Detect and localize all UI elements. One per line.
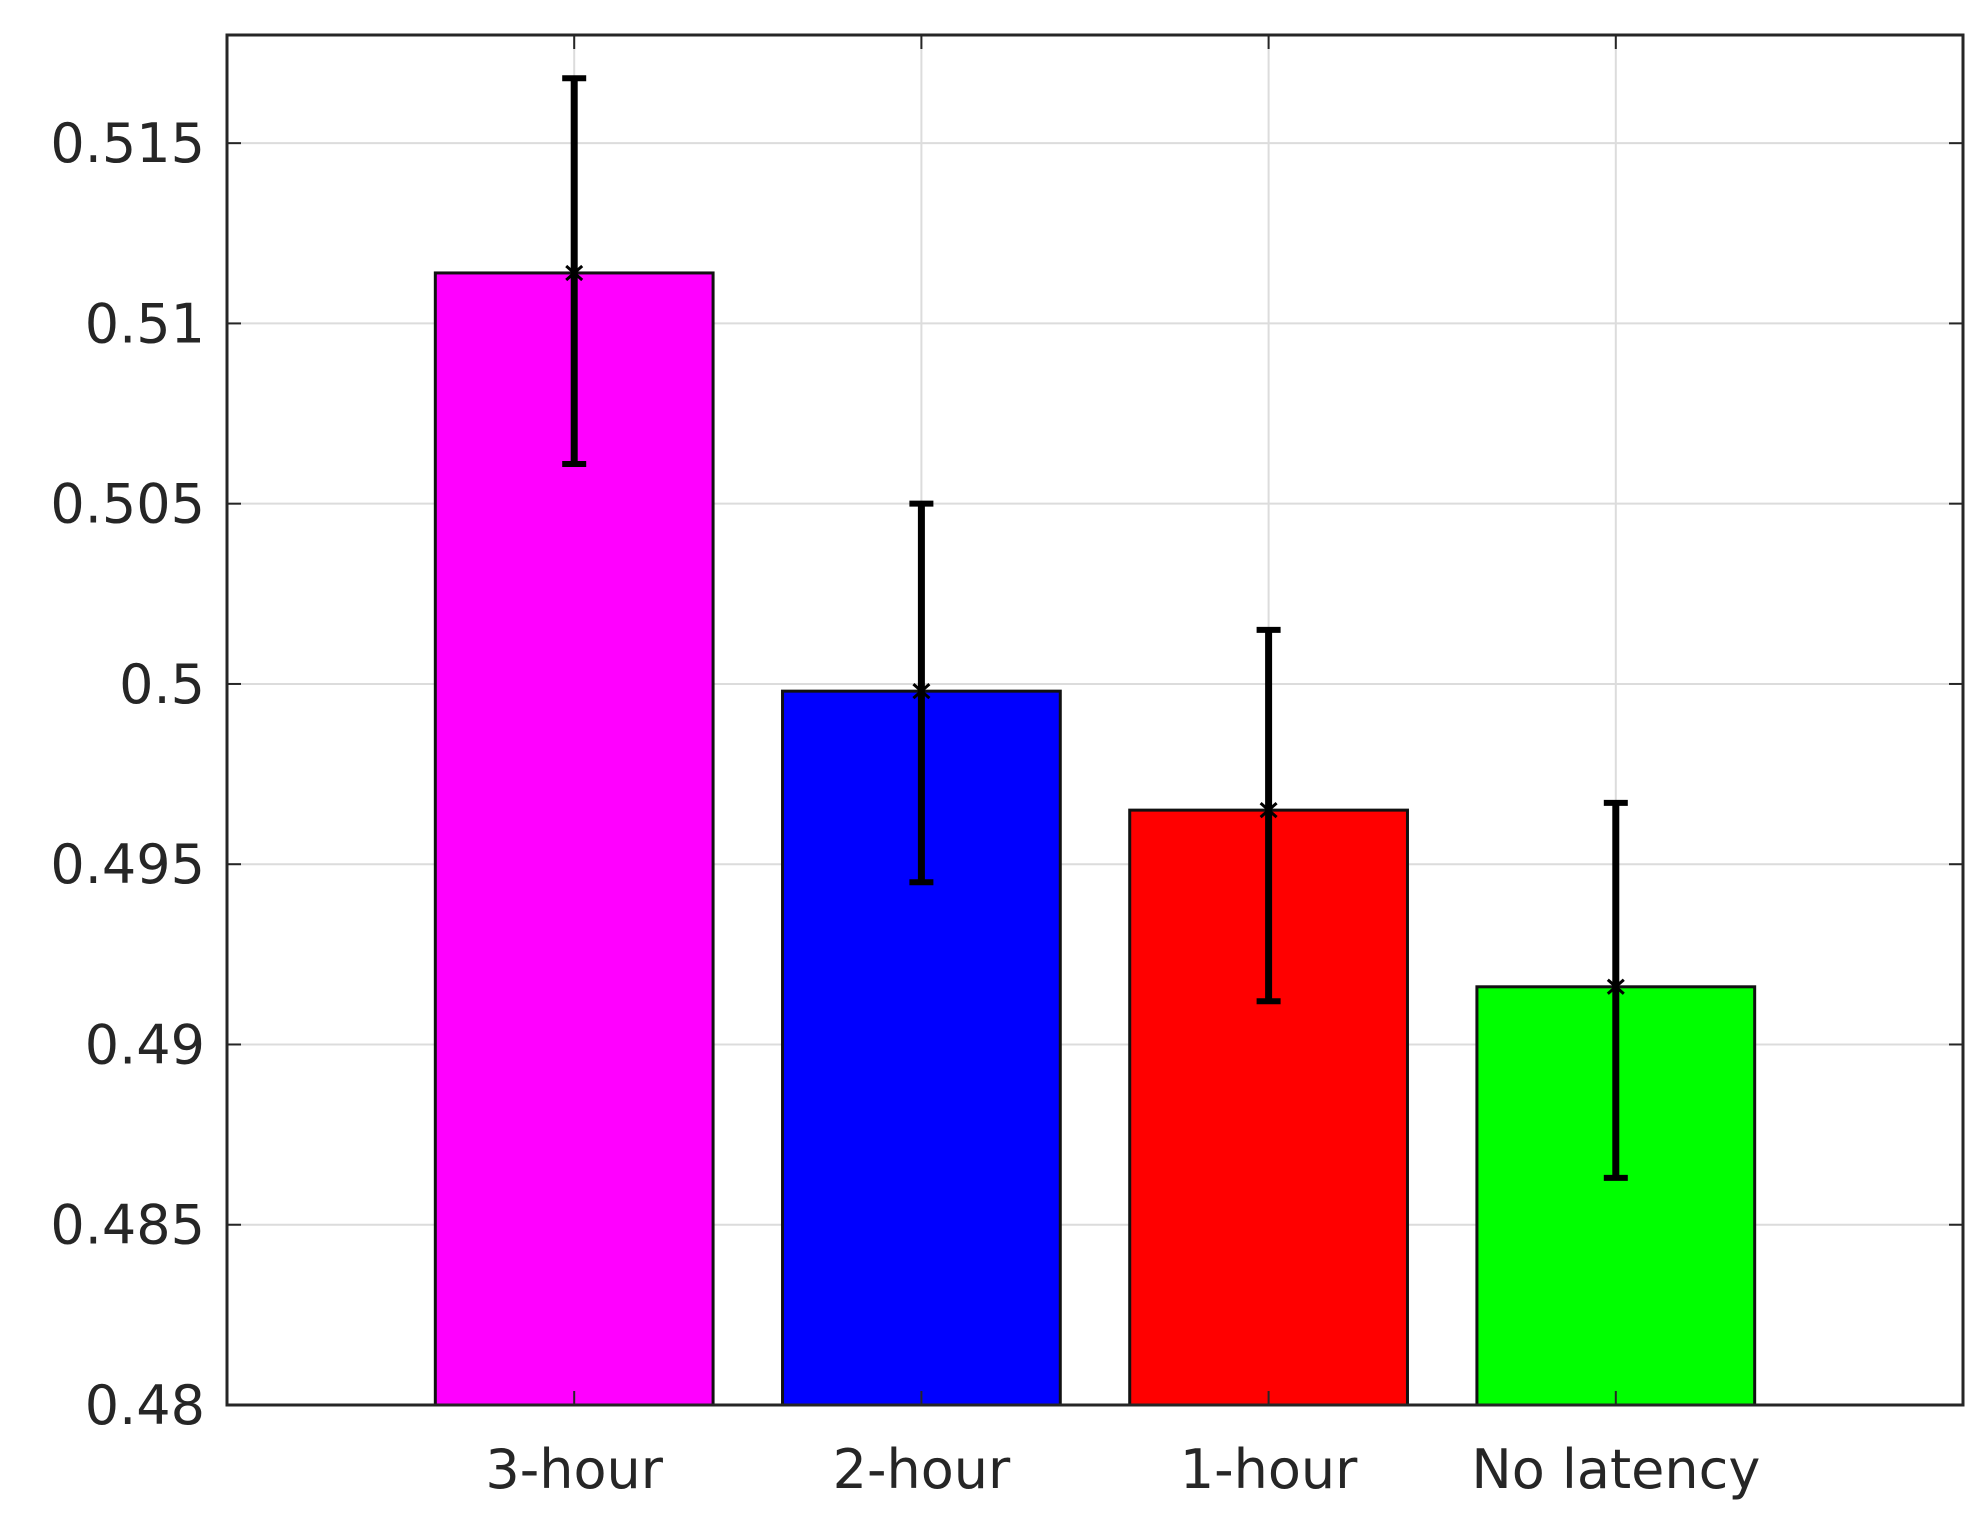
y-tick-label: 0.49 xyxy=(85,1013,205,1076)
y-tick-label: 0.485 xyxy=(50,1194,205,1257)
mean-marker xyxy=(1259,802,1278,819)
mean-marker xyxy=(565,264,584,282)
y-tick-label: 0.505 xyxy=(50,473,205,536)
mean-marker xyxy=(1606,978,1625,995)
y-tick-label: 0.515 xyxy=(50,112,205,175)
y-tick-label: 0.5 xyxy=(119,653,205,716)
x-tick-label: 3-hour xyxy=(485,1438,663,1501)
error-bars xyxy=(562,75,1628,1181)
y-tick-label: 0.51 xyxy=(85,292,205,355)
axes-frame xyxy=(225,33,1965,1407)
y-tick-label: 0.48 xyxy=(85,1374,205,1437)
x-tick-label: 1-hour xyxy=(1180,1438,1358,1501)
axis-ticks xyxy=(227,35,1963,1406)
x-tick-labels: 3-hour 2-hour 1-hour No latency xyxy=(485,1438,1760,1501)
y-tick-label: 0.495 xyxy=(50,833,205,896)
bars xyxy=(433,271,1757,1407)
y-tick-labels: 0.48 0.485 0.49 0.495 0.5 0.505 0.51 0.515 xyxy=(50,112,205,1437)
x-tick-label: 2-hour xyxy=(833,1438,1011,1501)
mean-marker xyxy=(912,683,931,700)
x-tick-label: No latency xyxy=(1471,1438,1760,1501)
